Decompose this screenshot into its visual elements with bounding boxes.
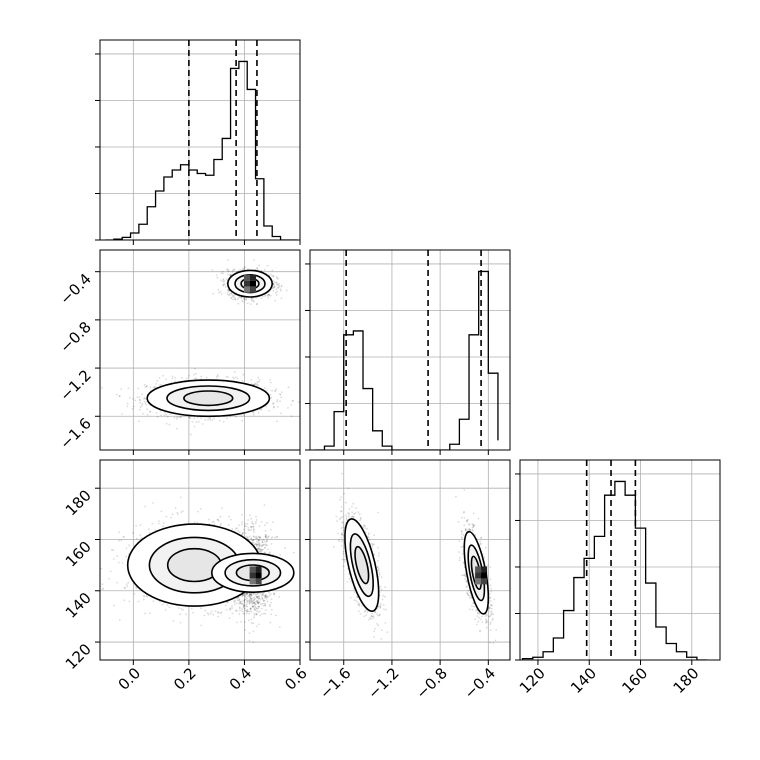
density-peak-cell	[249, 572, 256, 579]
x-tick-label-p0: 0.2	[170, 664, 200, 694]
contour-level	[183, 390, 234, 407]
x-tick-label-p0: 0.6	[281, 664, 311, 694]
density-peak-cell	[249, 578, 256, 585]
y-tick-label-p1: −0.8	[56, 318, 94, 356]
panel-frame	[309, 459, 511, 661]
density-peak-cell	[475, 572, 482, 579]
density-p1_vs_p0	[101, 259, 300, 436]
density-peak-cell	[250, 280, 256, 287]
density-peak-cell	[481, 566, 488, 573]
density-peak-cell	[255, 572, 262, 579]
histogram-p0	[105, 60, 298, 240]
x-tick-label-p2: 140	[567, 664, 600, 697]
y-tick-label-p2: 140	[62, 589, 95, 622]
density-peak-cell	[255, 566, 262, 573]
histogram-p2	[521, 480, 708, 660]
panel-frame	[99, 249, 301, 451]
y-tick-label-p2: 160	[62, 538, 95, 571]
density-peak-cell	[244, 274, 250, 281]
panel-frame	[519, 459, 721, 661]
histogram-p1	[314, 270, 499, 450]
density-p2_vs_p0	[100, 496, 300, 644]
x-tick-label-p2: 180	[670, 664, 703, 697]
density-peak-cell	[481, 578, 488, 585]
density-peak-cell	[250, 286, 256, 293]
density-peak-cell	[249, 566, 256, 573]
panel-frame	[309, 249, 511, 451]
x-tick-label-p2: 120	[516, 664, 549, 697]
x-tick-label-p2: 160	[618, 664, 651, 697]
density-peak-cell	[250, 274, 256, 281]
x-tick-label-p0: 0.0	[115, 664, 145, 694]
density-peak-cell	[475, 566, 482, 573]
density-peak-cell	[244, 280, 250, 287]
density-peak-cell	[475, 578, 482, 585]
x-tick-label-p1: −1.2	[364, 664, 402, 702]
density-peak-cell	[481, 572, 488, 579]
density-peak-cell	[244, 286, 250, 293]
panel-frame	[99, 39, 301, 241]
y-tick-label-p1: −0.4	[56, 270, 94, 308]
panel-frame	[99, 459, 301, 661]
x-tick-label-p1: −0.4	[461, 664, 499, 702]
contour-level	[354, 545, 370, 585]
density-peak-cell	[255, 578, 262, 585]
x-tick-label-p0: 0.4	[226, 664, 256, 694]
x-tick-label-p1: −1.6	[316, 664, 354, 702]
y-tick-label-p1: −1.6	[56, 414, 94, 452]
y-tick-label-p2: 180	[62, 486, 95, 519]
x-tick-label-p1: −0.8	[412, 664, 450, 702]
y-tick-label-p1: −1.2	[56, 366, 94, 404]
density-p2_vs_p1	[332, 472, 498, 644]
y-tick-label-p2: 120	[62, 640, 95, 673]
